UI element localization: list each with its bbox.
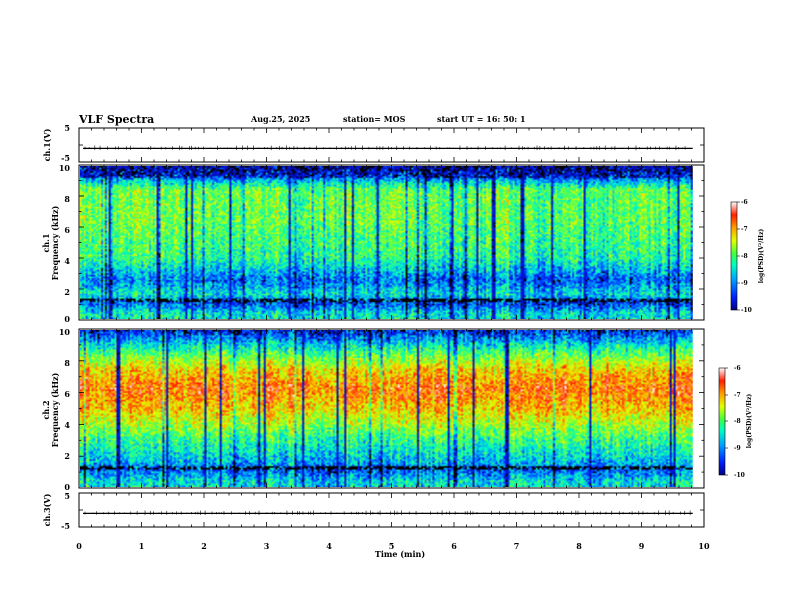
x-tick-label: 1 [139, 541, 145, 551]
ch2-f-tick: 6 [64, 389, 70, 399]
x-tick-label: 10 [698, 541, 710, 551]
ch1-f-tick: 6 [64, 225, 70, 235]
ch1-f-ylabel-frequency: Frequency (kHz) [50, 205, 60, 280]
ch2-colorbar-tick: -10 [734, 472, 745, 479]
x-tick-label: 4 [326, 541, 332, 551]
ch3-voltage-frame [78, 492, 705, 528]
axis-ticks [78, 127, 705, 528]
x-tick-label: 8 [576, 541, 582, 551]
ch1-colorbar-tick: -8 [741, 253, 748, 260]
ch1-f-tick: 10 [59, 163, 71, 173]
x-tick-label: 6 [451, 541, 457, 551]
ch1-voltage-frame [78, 127, 705, 163]
ch1-colorbar-gradient [730, 201, 738, 311]
ch2-colorbar-tick: -7 [734, 392, 741, 399]
ch1-f-tick: 0 [64, 314, 70, 324]
ch1-colorbar: -6 -7 -8 -9 -10 log(PSD)(V²/Hz) [730, 199, 765, 314]
x-tick-labels: 0 1 2 3 4 5 6 7 8 9 10 [76, 541, 710, 551]
x-tick-label: 3 [264, 541, 270, 551]
ch2-f-tick: 2 [64, 451, 70, 461]
ch2-colorbar-tick: -6 [734, 365, 741, 372]
ch1-f-tick: 2 [64, 287, 70, 297]
x-tick-label: 5 [389, 541, 395, 551]
ch1-v-tick-top: 5 [64, 123, 70, 133]
ch1-colorbar-tick: -10 [741, 307, 752, 314]
ch3-v-tick-top: 5 [64, 491, 70, 501]
ch2-colorbar-tick: -9 [734, 445, 741, 452]
ch3-v-tick-bottom: -5 [61, 521, 70, 531]
ch1-colorbar-label: log(PSD)(V²/Hz) [758, 229, 765, 284]
ch2-spectrogram-image [80, 330, 693, 487]
ch1-voltage-trace [83, 145, 693, 151]
ch2-colorbar-tick: -8 [734, 418, 741, 425]
header-station: station= MOS [343, 114, 406, 124]
ch1-spectrogram-image [80, 166, 693, 319]
ch2-f-ylabel-frequency: Frequency (kHz) [50, 372, 60, 447]
x-tick-label: 7 [514, 541, 520, 551]
ch1-f-tick: 8 [64, 194, 70, 204]
ch1-v-tick-bottom: -5 [61, 153, 70, 163]
header-date: Aug.25, 2025 [250, 114, 310, 124]
ch2-colorbar: -6 -7 -8 -9 -10 log(PSD)(V²/Hz) [718, 365, 753, 479]
ch2-f-tick: 4 [64, 420, 70, 430]
ch1-colorbar-tick: -7 [741, 226, 748, 233]
ch2-colorbar-gradient [718, 367, 726, 476]
ch2-f-tick: 10 [59, 327, 71, 337]
chart-title: VLF Spectra [78, 113, 154, 126]
x-tick-label: 0 [76, 541, 82, 551]
ch1-v-ylabel: ch.1(V) [42, 128, 52, 161]
ch1-colorbar-tick: -9 [741, 280, 748, 287]
ch2-colorbar-label: log(PSD)(V²/Hz) [746, 394, 753, 449]
x-axis-label: Time (min) [375, 549, 425, 559]
header-start-time: start UT = 16: 50: 1 [437, 114, 526, 124]
ch3-v-ylabel: ch.3(V) [42, 493, 52, 526]
x-tick-label: 9 [639, 541, 645, 551]
ch1-f-tick: 4 [64, 256, 70, 266]
ch2-f-ylabel-channel: ch.2 [41, 400, 51, 419]
ch1-colorbar-tick: -6 [741, 199, 748, 206]
ch3-voltage-trace [83, 510, 693, 516]
ch2-f-tick: 0 [64, 482, 70, 492]
ch2-f-tick: 8 [64, 358, 70, 368]
ch1-f-ylabel-channel: ch.1 [41, 233, 51, 252]
x-tick-label: 2 [201, 541, 207, 551]
